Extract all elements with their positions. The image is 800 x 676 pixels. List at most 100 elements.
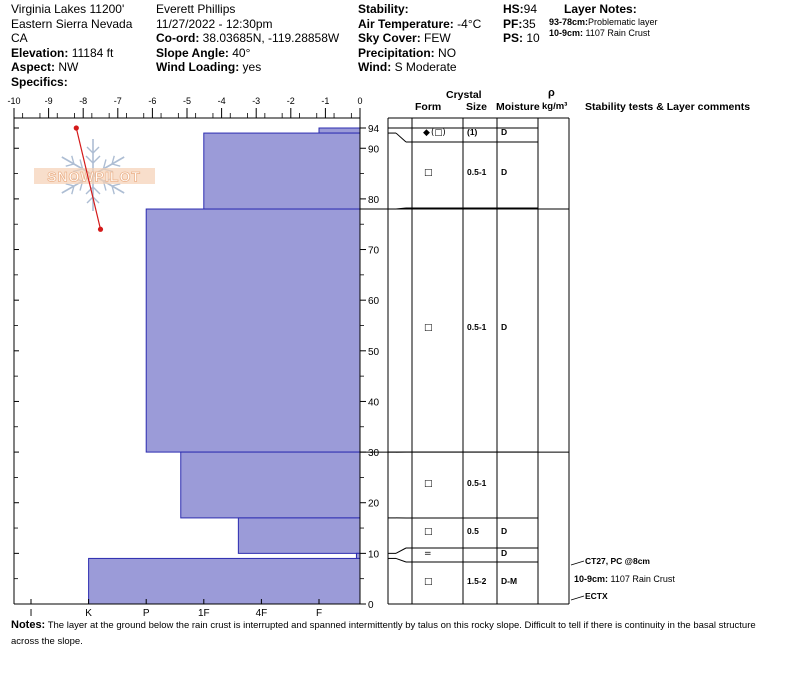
hardness-bar [88, 557, 361, 605]
header-col2: Everett Phillips 11/27/2022 - 12:30pm Co… [156, 2, 339, 75]
temperature-point [73, 125, 79, 131]
precip-row: Precipitation: NO [358, 46, 481, 61]
sky-row: Sky Cover: FEW [358, 31, 481, 46]
layer-notes-label: Layer Notes: [564, 2, 637, 16]
aspect-label: Aspect: [11, 60, 56, 74]
crystal-form: □ [424, 527, 433, 537]
moisture: D [501, 322, 507, 332]
sky-value: FEW [424, 31, 451, 45]
crystal-form: □ [424, 168, 433, 178]
slope-value: 40° [232, 45, 251, 60]
hs-label: HS: [503, 2, 524, 16]
connector-diag [395, 132, 407, 143]
crystal-size: 0.5 [467, 526, 479, 536]
layer-note-1-text: Problematic layer [588, 16, 658, 27]
elevation-value: 11184 ft [71, 45, 114, 60]
temp-tick-label: -1 [321, 96, 329, 106]
elevation-label: Elevation: [11, 45, 69, 60]
snowpilot-logo: SNOWPILOT [34, 138, 155, 212]
comment-prefix: 10-9cm: [574, 574, 608, 584]
temp-tick-label: -3 [252, 96, 260, 106]
elevation-row: Elevation: 11184 ft [11, 46, 132, 61]
comment-text: ECTX [585, 591, 608, 601]
temp-tick-label: -6 [148, 96, 156, 106]
wind-value: S Moderate [394, 60, 457, 74]
air-temp-label: Air Temperature: [358, 16, 454, 31]
aspect-value: NW [58, 60, 79, 74]
wind-label: Wind: [358, 60, 392, 74]
layer-note-1-range: 93-78cm: [549, 16, 589, 27]
wind-row: Wind: S Moderate [358, 60, 481, 75]
hardness-tick-label: 4F [256, 608, 268, 619]
height-tick-label: 94 [368, 124, 380, 135]
layer-note-1: 93-78cm:Problematic layer [549, 17, 658, 28]
temp-tick-label: -10 [7, 96, 20, 106]
coord-label: Co-ord: [156, 31, 200, 45]
precip-value: NO [438, 45, 457, 60]
size-header: Size [466, 101, 488, 113]
hardness-tick-label: P [143, 608, 150, 619]
comment-text: CT27, PC @8cm [585, 556, 650, 566]
slope-row: Slope Angle: 40° [156, 46, 339, 61]
wind-loading-row: Wind Loading: yes [156, 60, 339, 75]
aspect-row: Aspect: NW [11, 60, 132, 75]
temp-tick-label: -2 [287, 96, 295, 106]
header-col1: Virginia Lakes 11200' Eastern Sierra Nev… [11, 2, 132, 89]
crystal-size: 0.5-1 [467, 167, 487, 177]
height-tick-label: 40 [368, 397, 380, 408]
crystal-form-secondary: (□) [431, 128, 446, 138]
moisture: D [501, 167, 507, 177]
datetime: 11/27/2022 - 12:30pm [156, 16, 273, 31]
watermark-text: SNOWPILOT [47, 169, 141, 185]
hardness-bar [237, 517, 361, 554]
location: Virginia Lakes 11200' [11, 2, 125, 16]
layer-note-2-text: 1107 Rain Crust [585, 27, 650, 38]
height-tick-label: 60 [368, 296, 380, 307]
header-col3: Stability: Air Temperature: -4°C Sky Cov… [358, 2, 481, 75]
moisture: D-M [501, 576, 517, 586]
range: Eastern Sierra Nevada [11, 16, 133, 31]
height-tick-label: 0 [368, 600, 374, 611]
hardness-bar [203, 132, 361, 210]
height-tick-label: 70 [368, 246, 380, 257]
hardness-bar [180, 451, 361, 519]
layer-notes: Layer Notes: 93-78cm:Problematic layer 1… [549, 2, 658, 39]
temp-tick-label: -4 [218, 96, 226, 106]
moisture: D [501, 548, 507, 558]
comment-body: 1107 Rain Crust [608, 574, 675, 584]
temperature-point [97, 226, 104, 232]
hardness-bar [145, 208, 361, 453]
height-tick-label: 80 [368, 195, 380, 206]
hs-value: 94 [523, 2, 538, 16]
sky-label: Sky Cover: [358, 31, 421, 45]
rho-header: ρ [548, 87, 555, 99]
comments-header: Stability tests & Layer comments [585, 101, 751, 113]
notes: Notes: The layer at the ground below the… [11, 617, 786, 650]
ps-label: PS: [503, 31, 524, 45]
ps-value: 10 [526, 31, 540, 45]
state: CA [11, 31, 28, 45]
temp-tick-label: -5 [183, 96, 191, 106]
connector-diag [395, 557, 407, 563]
height-tick-label: 50 [368, 347, 380, 358]
precip-label: Precipitation: [358, 45, 435, 60]
temp-tick-label: -9 [45, 96, 53, 106]
hardness-tick-label: 1F [198, 608, 210, 619]
moisture-header: Moisture [496, 101, 540, 113]
temp-tick-label: 0 [357, 96, 362, 106]
crystal-header: Crystal [446, 89, 482, 101]
layer-note-2-range: 10-9cm: [549, 27, 584, 38]
crystal-form: = [424, 549, 432, 559]
coord-value: 38.03685N, -119.28858W [202, 31, 340, 45]
wind-loading-value: yes [242, 60, 262, 74]
crystal-form: □ [424, 577, 433, 587]
hardness-bar [355, 552, 361, 559]
header-col4: HS:94 PF:35 PS: 10 [503, 2, 540, 46]
air-temp-row: Air Temperature: -4°C [358, 17, 481, 32]
air-temp-value: -4°C [457, 16, 482, 31]
ps-row: PS: 10 [503, 31, 540, 46]
notes-text: The layer at the ground below the rain c… [11, 620, 756, 647]
hs-row: HS:94 [503, 2, 540, 17]
crystal-form: □ [424, 479, 433, 489]
